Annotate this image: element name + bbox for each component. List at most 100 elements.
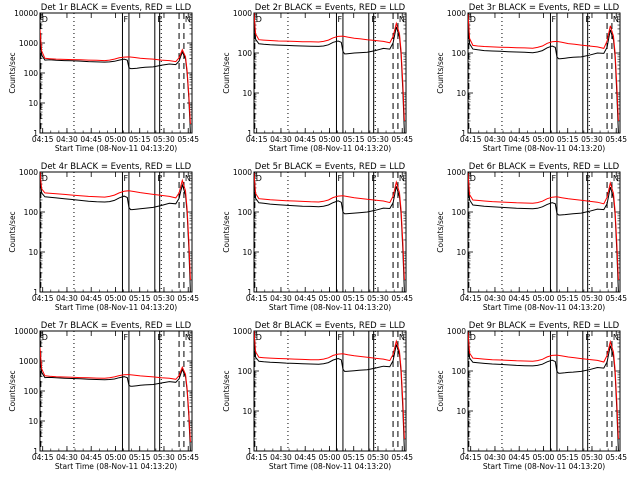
panel-title: Det 6r BLACK = Events, RED = LLD (469, 162, 620, 172)
x-tick-label: 05:30 (581, 135, 603, 144)
event-marker-label: E (585, 174, 590, 183)
y-tick-label: 1 (247, 447, 252, 456)
event-marker-label: E (371, 15, 376, 24)
lld-series-line (40, 172, 191, 281)
event-marker-label: F (123, 333, 128, 342)
lld-series-line (254, 331, 405, 440)
plot-frame (467, 330, 621, 452)
event-marker-label: N (185, 15, 191, 24)
y-tick-label: 10 (242, 248, 252, 257)
y-tick-label: 10 (456, 407, 466, 416)
event-marker-label: D (256, 15, 262, 24)
x-tick-label: 05:00 (105, 294, 127, 303)
event-marker-label: F (551, 174, 556, 183)
event-marker-label: F (123, 174, 128, 183)
events-series-line (468, 16, 619, 133)
x-tick-label: 04:15 (460, 135, 482, 144)
y-tick-label: 1000 (19, 357, 38, 366)
y-axis-label: Counts/sec (436, 211, 445, 252)
x-axis-label: Start Time (08-Nov-11 04:13:20) (55, 303, 177, 312)
y-tick-label: 1 (247, 288, 252, 297)
y-tick-label: 100 (24, 387, 39, 396)
x-tick-label: 05:00 (105, 453, 127, 462)
event-marker-label: N (185, 174, 191, 183)
x-tick-label: 05:00 (319, 453, 341, 462)
x-tick-label: 05:15 (557, 294, 579, 303)
y-tick-label: 1 (33, 447, 38, 456)
x-tick-label: 04:30 (270, 135, 292, 144)
x-tick-label: 05:30 (367, 453, 389, 462)
y-axis-label: Counts/sec (8, 52, 17, 93)
panel-title: Det 3r BLACK = Events, RED = LLD (469, 3, 620, 13)
lld-series-line (40, 347, 191, 443)
x-tick-label: 04:30 (270, 453, 292, 462)
y-tick-label: 1000 (447, 327, 466, 336)
x-tick-label: 05:15 (343, 135, 365, 144)
event-marker-label: N (613, 15, 619, 24)
x-tick-label: 05:30 (367, 294, 389, 303)
y-tick-label: 1 (247, 129, 252, 138)
y-tick-label: 1 (461, 288, 466, 297)
x-tick-label: 05:15 (557, 135, 579, 144)
x-axis-label: Start Time (08-Nov-11 04:13:20) (269, 144, 391, 153)
x-tick-label: 05:00 (533, 135, 555, 144)
x-tick-label: 05:45 (605, 294, 627, 303)
y-tick-label: 1000 (233, 327, 252, 336)
events-series-line (40, 351, 191, 451)
y-axis-label: Counts/sec (222, 52, 231, 93)
events-series-line (468, 333, 619, 451)
x-tick-label: 05:15 (129, 135, 151, 144)
x-tick-label: 04:15 (246, 294, 268, 303)
x-tick-label: 04:15 (246, 135, 268, 144)
x-axis-label: Start Time (08-Nov-11 04:13:20) (483, 462, 605, 471)
lld-series-line (254, 13, 405, 122)
x-axis-label: Start Time (08-Nov-11 04:13:20) (483, 144, 605, 153)
event-marker-label: F (337, 333, 342, 342)
event-marker-label: E (157, 174, 162, 183)
y-tick-label: 100 (24, 208, 39, 217)
x-tick-label: 04:15 (32, 294, 54, 303)
event-marker-label: F (551, 333, 556, 342)
x-tick-label: 05:00 (105, 135, 127, 144)
x-tick-label: 04:45 (508, 135, 530, 144)
panel-title: Det 1r BLACK = Events, RED = LLD (41, 3, 192, 13)
y-tick-label: 10 (456, 89, 466, 98)
event-marker-label: D (42, 15, 48, 24)
x-tick-label: 04:30 (484, 135, 506, 144)
x-tick-label: 05:45 (177, 294, 199, 303)
y-tick-label: 100 (452, 49, 467, 58)
lld-series-line (468, 172, 619, 281)
y-tick-label: 10000 (14, 327, 38, 336)
events-series-line (254, 14, 405, 133)
lld-series-line (254, 172, 405, 281)
event-marker-label: D (470, 333, 476, 342)
y-tick-label: 10 (456, 248, 466, 257)
x-tick-label: 04:15 (460, 294, 482, 303)
x-tick-label: 04:45 (508, 453, 530, 462)
y-tick-label: 1000 (233, 9, 252, 18)
panel-det-4: Det 4r BLACK = Events, RED = LLD 1 10 100 10… (8, 162, 199, 312)
y-tick-label: 10 (28, 248, 38, 257)
event-marker-label: D (256, 333, 262, 342)
y-tick-label: 1000 (447, 9, 466, 18)
panel-title: Det 8r BLACK = Events, RED = LLD (255, 321, 406, 331)
panel-title: Det 9r BLACK = Events, RED = LLD (469, 321, 620, 331)
x-tick-label: 05:45 (391, 135, 413, 144)
y-tick-label: 100 (24, 69, 39, 78)
event-marker-label: N (399, 174, 405, 183)
x-axis-label: Start Time (08-Nov-11 04:13:20) (269, 462, 391, 471)
x-tick-label: 04:30 (484, 294, 506, 303)
y-tick-label: 10000 (14, 9, 38, 18)
events-series-line (254, 332, 405, 451)
panel-title: Det 4r BLACK = Events, RED = LLD (41, 162, 192, 172)
event-marker-label: E (585, 333, 590, 342)
x-tick-label: 04:30 (56, 453, 78, 462)
x-tick-label: 05:30 (153, 135, 175, 144)
event-marker-label: E (157, 333, 162, 342)
panel-det-3: Det 3r BLACK = Events, RED = LLD 1 10 100 10… (436, 3, 627, 153)
y-tick-label: 10 (242, 89, 252, 98)
x-tick-label: 04:45 (80, 135, 102, 144)
x-tick-label: 05:00 (319, 294, 341, 303)
panel-title: Det 2r BLACK = Events, RED = LLD (255, 3, 406, 13)
y-axis-label: Counts/sec (222, 370, 231, 411)
